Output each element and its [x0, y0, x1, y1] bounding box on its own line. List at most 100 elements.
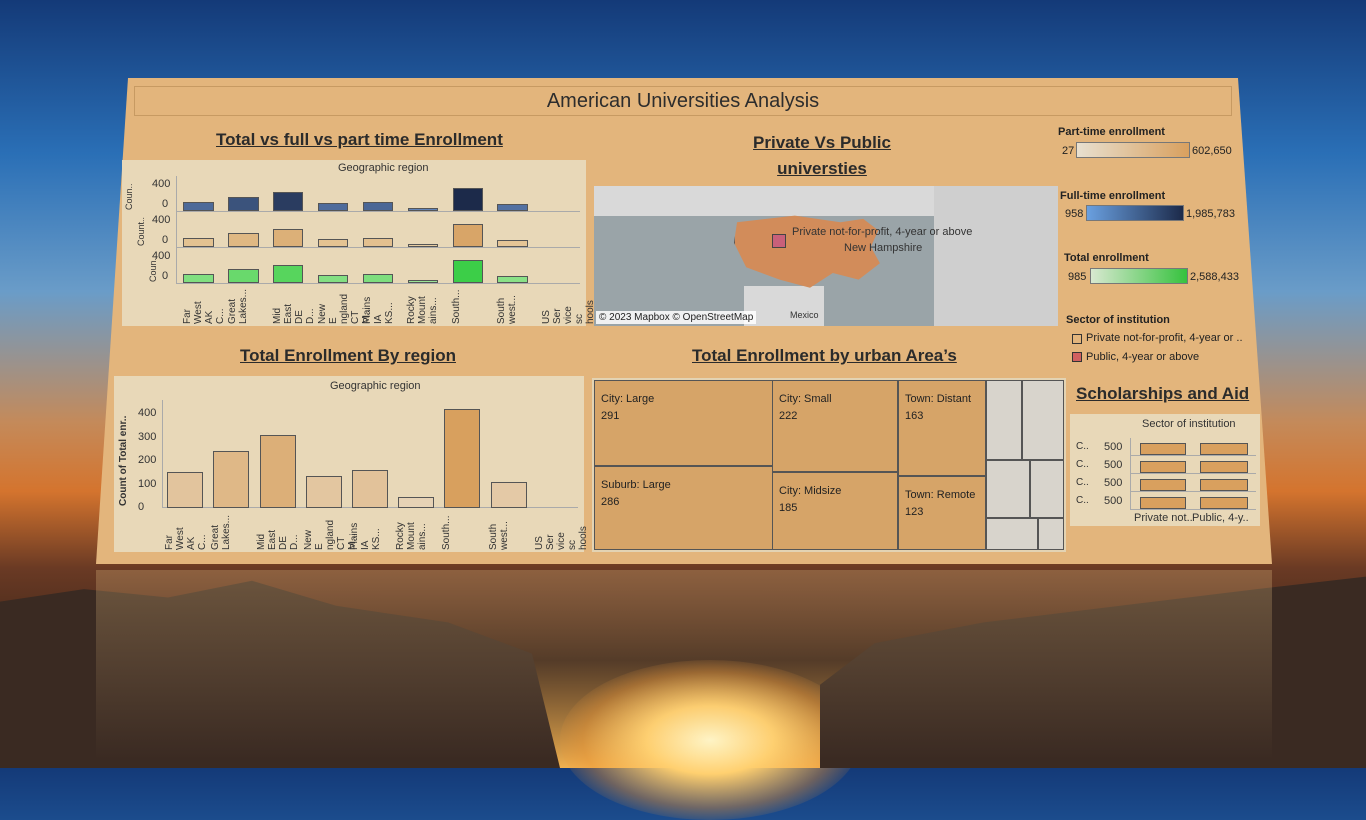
bar-0-4[interactable] — [362, 202, 394, 211]
treemap-cell-small[interactable] — [986, 518, 1038, 550]
treemap-cell-city-large[interactable]: City: Large 291 — [594, 380, 774, 466]
treemap-cell-city-midsize[interactable]: City: Midsize 185 — [772, 472, 898, 550]
bar-1-2[interactable] — [272, 229, 304, 247]
treemap-cell-city-small[interactable]: City: Small 222 — [772, 380, 898, 472]
x-axis-label: Ser — [544, 534, 556, 550]
bar-0-2[interactable] — [272, 192, 304, 211]
bar-1-4[interactable] — [362, 238, 394, 247]
legend-full-title: Full-time enrollment — [1060, 190, 1166, 202]
region-bar-0[interactable] — [167, 472, 204, 508]
bar-1-6[interactable] — [452, 224, 484, 247]
y-tick: 0 — [162, 270, 169, 282]
bar-1-5[interactable] — [407, 244, 439, 247]
region-bar-6[interactable] — [444, 409, 481, 508]
y-tick: 400 — [152, 214, 171, 226]
legend-sector-public[interactable]: Public, 4-year or above — [1086, 351, 1200, 363]
enrollment-types-chart: Geographic region Coun.. 400 0 Count.. 400 0 C… — [122, 160, 596, 326]
region-bar-1[interactable] — [213, 450, 250, 508]
bar-1-3[interactable] — [317, 239, 349, 247]
region-bar-2[interactable] — [259, 435, 296, 508]
cell-label: City: Large — [601, 393, 655, 405]
aid-bar-3-0[interactable] — [1140, 496, 1186, 509]
bar-2-2[interactable] — [272, 265, 304, 283]
treemap-cell-small[interactable] — [1022, 380, 1064, 460]
bar-2-4[interactable] — [362, 274, 394, 283]
legend-part-ramp — [1076, 142, 1190, 158]
bar-2-7[interactable] — [497, 276, 528, 283]
region-bar-5[interactable] — [398, 497, 435, 508]
x-axis-label: Mid — [256, 533, 268, 550]
bar-1-1[interactable] — [228, 233, 259, 247]
y-tick: 500 — [1104, 477, 1123, 489]
cell-label: Town: Remote — [905, 489, 976, 501]
section-title-by-urban: Total Enrollment by urban Area’s — [692, 346, 957, 365]
aid-bar-2-1[interactable] — [1200, 478, 1248, 491]
bar-2-5[interactable] — [407, 280, 439, 283]
x-axis-label: C... — [215, 308, 226, 324]
legend-sector-private[interactable]: Private not-for-profit, 4-year or .. — [1086, 332, 1243, 344]
map-copyright: © 2023 Mapbox © OpenStreetMap — [596, 311, 757, 324]
y-axis-label: Count of Total enr.. — [118, 415, 129, 506]
bar-0-3[interactable] — [317, 203, 349, 211]
cell-value: 185 — [779, 502, 798, 514]
bar-0-5[interactable] — [407, 208, 439, 211]
map-land-south — [744, 286, 824, 326]
aid-bar-1-1[interactable] — [1200, 460, 1248, 473]
x-axis-label: C... — [197, 534, 208, 550]
section-title-scholarships: Scholarships and Aid — [1076, 384, 1250, 403]
cell-label: Town: Distant — [905, 393, 972, 405]
x-axis-label: vice — [563, 306, 575, 324]
plot-row — [176, 176, 580, 212]
aid-bar-2-0[interactable] — [1140, 478, 1186, 491]
legend-sector-swatch-public[interactable] — [1072, 352, 1082, 362]
treemap-cell-town-remote[interactable]: Town: Remote 123 — [898, 476, 986, 550]
bar-1-7[interactable] — [497, 240, 528, 247]
plot-row — [1130, 456, 1256, 474]
bar-0-1[interactable] — [228, 197, 259, 211]
treemap-cell-small[interactable] — [986, 380, 1022, 460]
us-map[interactable]: Private not-for-profit, 4-year or above … — [594, 186, 1058, 326]
x-axis-label: vice — [555, 532, 567, 550]
dashboard-reflection — [96, 570, 1272, 760]
treemap-cell-suburb-large[interactable]: Suburb: Large 286 — [594, 466, 774, 550]
bar-2-1[interactable] — [228, 269, 259, 283]
map-annotation-state: New Hampshire — [844, 242, 923, 254]
aid-bar-1-0[interactable] — [1140, 460, 1186, 473]
bar-1-0[interactable] — [183, 238, 214, 247]
legend-total-title: Total enrollment — [1064, 252, 1149, 264]
section-title-enrollment-types: Total vs full vs part time Enrollment — [216, 130, 503, 149]
legend-part-min: 27 — [1062, 145, 1075, 157]
aid-bar-0-1[interactable] — [1200, 442, 1248, 455]
x-axis-label: Great — [226, 298, 238, 324]
bar-2-6[interactable] — [452, 260, 484, 283]
x-axis-label: west... — [507, 295, 519, 324]
x-axis-label: D... — [304, 308, 316, 324]
legend-total-max: 2,588,433 — [1190, 271, 1239, 283]
chart-header: Sector of institution — [1142, 418, 1236, 430]
x-axis-label: Plains — [361, 296, 373, 324]
treemap-cell-small[interactable] — [1038, 518, 1064, 550]
x-axis-label: west... — [498, 521, 510, 550]
treemap-cell-small[interactable] — [1030, 460, 1064, 518]
region-bar-7[interactable] — [490, 481, 527, 508]
bar-2-3[interactable] — [317, 275, 349, 283]
x-axis-label: East — [282, 303, 294, 324]
legend-sector-swatch-private[interactable] — [1072, 334, 1082, 344]
highlight-state[interactable] — [772, 234, 786, 248]
y-tick: 400 — [152, 250, 171, 262]
dashboard-title: American Universities Analysis — [134, 86, 1232, 116]
treemap-cell-town-distant[interactable]: Town: Distant 163 — [898, 380, 986, 476]
aid-bar-0-0[interactable] — [1140, 442, 1186, 455]
bar-0-0[interactable] — [183, 202, 214, 211]
x-axis-label: Ser — [552, 308, 564, 324]
map-land-east — [934, 186, 1058, 326]
treemap-cell-small[interactable] — [986, 460, 1030, 518]
plot-row — [176, 248, 580, 284]
region-bar-3[interactable] — [305, 475, 342, 508]
aid-bar-3-1[interactable] — [1200, 496, 1248, 509]
cell-value: 163 — [905, 410, 924, 422]
bar-0-6[interactable] — [452, 188, 484, 211]
bar-0-7[interactable] — [497, 204, 528, 211]
region-bar-4[interactable] — [351, 469, 389, 508]
bar-2-0[interactable] — [183, 274, 214, 283]
